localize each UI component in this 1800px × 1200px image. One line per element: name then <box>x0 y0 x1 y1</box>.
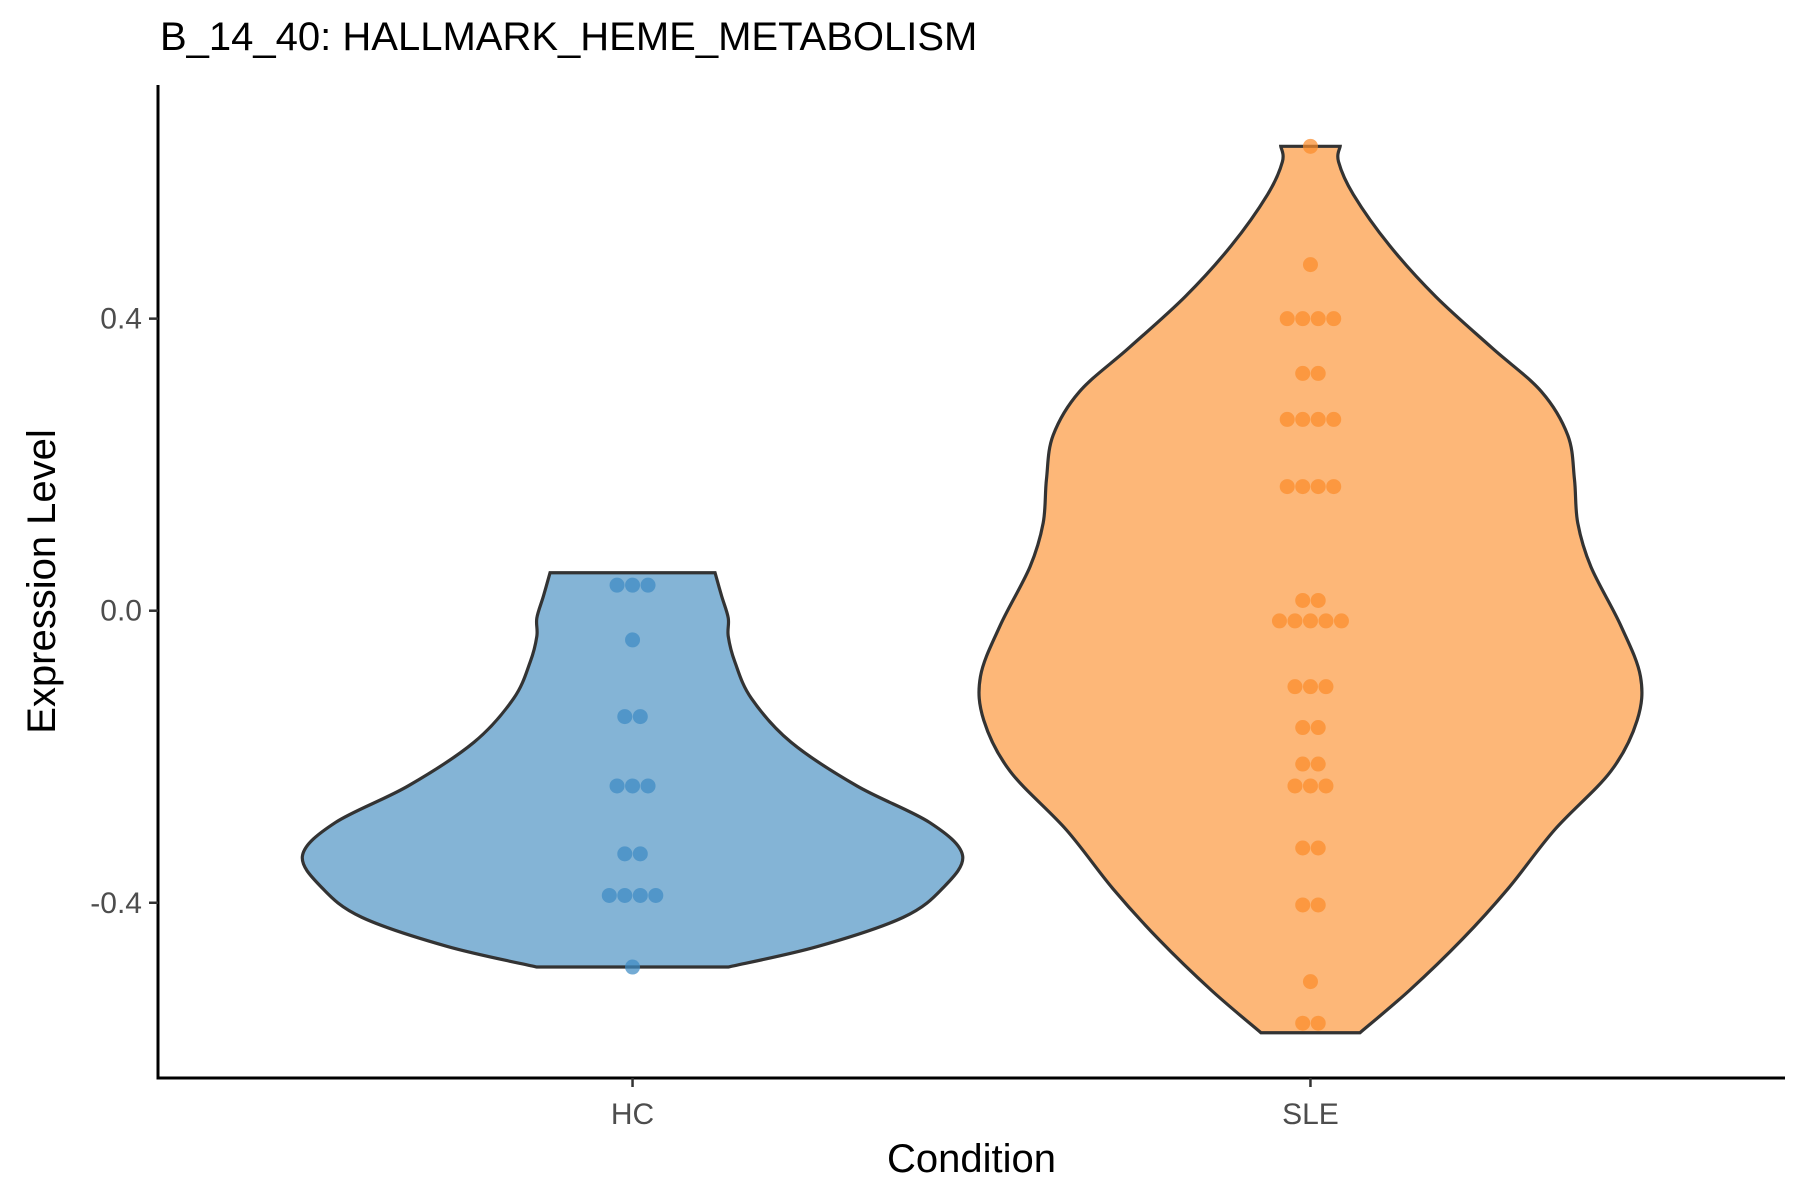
data-point-hc <box>617 709 633 725</box>
data-point-sle <box>1279 479 1295 495</box>
y-axis-title: Expression Level <box>20 429 64 734</box>
chart-title: B_14_40: HALLMARK_HEME_METABOLISM <box>160 15 977 59</box>
data-point-hc <box>625 577 641 593</box>
violin-hc <box>300 571 965 969</box>
data-point-sle <box>1287 778 1303 794</box>
data-point-sle <box>1295 411 1311 427</box>
data-point-hc <box>617 846 633 862</box>
data-point-sle <box>1295 1015 1311 1031</box>
y-tick-label: 0.0 <box>100 595 142 628</box>
data-point-hc <box>601 887 617 903</box>
data-point-hc <box>609 778 625 794</box>
x-tick-label: SLE <box>1282 1098 1339 1131</box>
data-point-sle <box>1295 756 1311 772</box>
y-axis-ticks: -0.4 0.0 0.4 <box>90 303 158 920</box>
data-point-sle <box>1310 756 1326 772</box>
data-point-hc <box>640 778 656 794</box>
data-point-sle <box>1295 592 1311 608</box>
data-point-sle <box>1302 257 1318 273</box>
data-point-sle <box>1295 365 1311 381</box>
data-point-sle <box>1310 840 1326 856</box>
data-point-hc <box>648 887 664 903</box>
data-point-sle <box>1310 311 1326 327</box>
x-axis-title: Condition <box>887 1137 1056 1181</box>
data-point-sle <box>1302 974 1318 990</box>
data-point-sle <box>1318 679 1334 695</box>
data-point-sle <box>1302 778 1318 794</box>
data-point-sle <box>1310 1015 1326 1031</box>
data-point-sle <box>1295 479 1311 495</box>
data-point-sle <box>1326 311 1342 327</box>
violin-layer <box>300 144 1644 1035</box>
data-point-sle <box>1287 613 1303 629</box>
data-point-hc <box>617 887 633 903</box>
y-tick-label: -0.4 <box>90 887 142 920</box>
data-point-sle <box>1310 365 1326 381</box>
data-point-hc <box>632 887 648 903</box>
data-point-sle <box>1302 613 1318 629</box>
data-point-hc <box>609 577 625 593</box>
data-point-sle <box>1310 897 1326 913</box>
data-point-sle <box>1302 679 1318 695</box>
data-point-sle <box>1326 479 1342 495</box>
violin-sle <box>977 144 1644 1035</box>
data-point-sle <box>1318 778 1334 794</box>
data-point-sle <box>1279 311 1295 327</box>
data-point-sle <box>1295 897 1311 913</box>
data-point-sle <box>1310 592 1326 608</box>
data-point-sle <box>1302 138 1318 154</box>
y-tick-label: 0.4 <box>100 303 142 336</box>
data-point-hc <box>632 709 648 725</box>
data-point-sle <box>1295 311 1311 327</box>
data-point-hc <box>625 778 641 794</box>
point-layer <box>601 138 1349 1031</box>
data-point-sle <box>1333 613 1349 629</box>
data-point-sle <box>1287 679 1303 695</box>
data-point-hc <box>632 846 648 862</box>
data-point-hc <box>625 632 641 648</box>
data-point-sle <box>1326 411 1342 427</box>
data-point-sle <box>1310 479 1326 495</box>
x-tick-label: HC <box>611 1098 654 1131</box>
data-point-sle <box>1279 411 1295 427</box>
x-axis-ticks: HC SLE <box>611 1078 1339 1131</box>
data-point-hc <box>625 959 641 975</box>
data-point-sle <box>1310 411 1326 427</box>
data-point-sle <box>1271 613 1287 629</box>
data-point-sle <box>1295 720 1311 736</box>
data-point-hc <box>640 577 656 593</box>
data-point-sle <box>1310 720 1326 736</box>
data-point-sle <box>1318 613 1334 629</box>
data-point-sle <box>1295 840 1311 856</box>
